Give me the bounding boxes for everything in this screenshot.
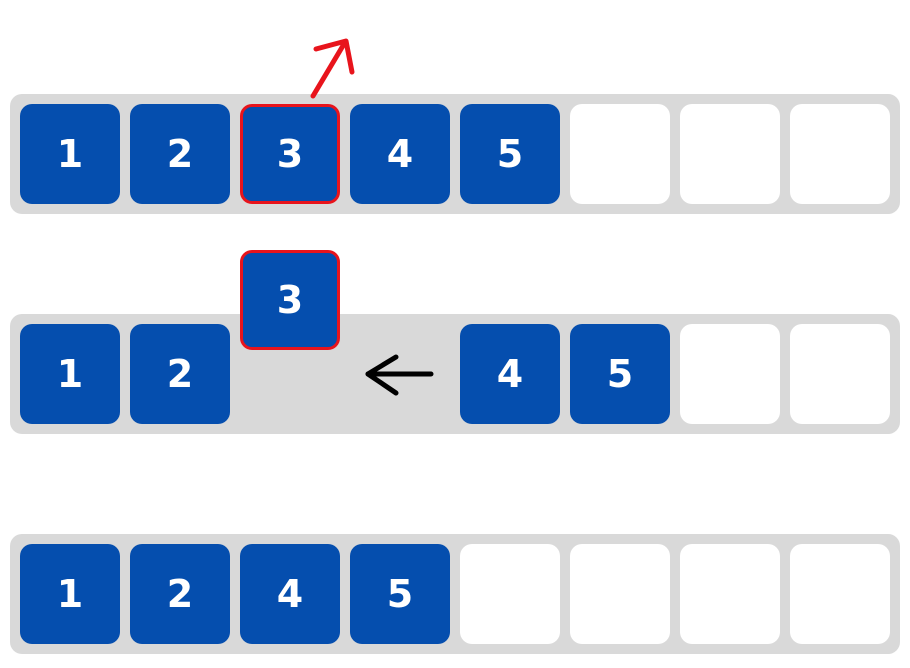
array-slot: 1 [20,544,120,644]
empty-slot [790,544,890,644]
empty-slot [570,104,670,204]
array-slot: 4 [240,544,340,644]
array-row-2: 1 2 4 5 [10,314,900,434]
array-slot: 2 [130,324,230,424]
array-slot: 4 [350,104,450,204]
remove-arrow-icon [310,38,355,99]
lifted-item: 3 [240,250,340,350]
empty-slot [680,324,780,424]
array-slot: 2 [130,544,230,644]
array-slot: 4 [460,324,560,424]
array-slot: 5 [350,544,450,644]
empty-slot [790,104,890,204]
array-row-1: 1 2 3 4 5 [10,94,900,214]
empty-slot [790,324,890,424]
array-slot: 5 [460,104,560,204]
array-slot: 1 [20,324,120,424]
empty-slot [460,544,560,644]
array-slot: 5 [570,324,670,424]
empty-slot [680,104,780,204]
selected-array-slot: 3 [240,104,340,204]
array-slot: 1 [20,104,120,204]
array-slot: 2 [130,104,230,204]
empty-slot [570,544,670,644]
empty-slot [680,544,780,644]
array-row-3: 1 2 4 5 [10,534,900,654]
